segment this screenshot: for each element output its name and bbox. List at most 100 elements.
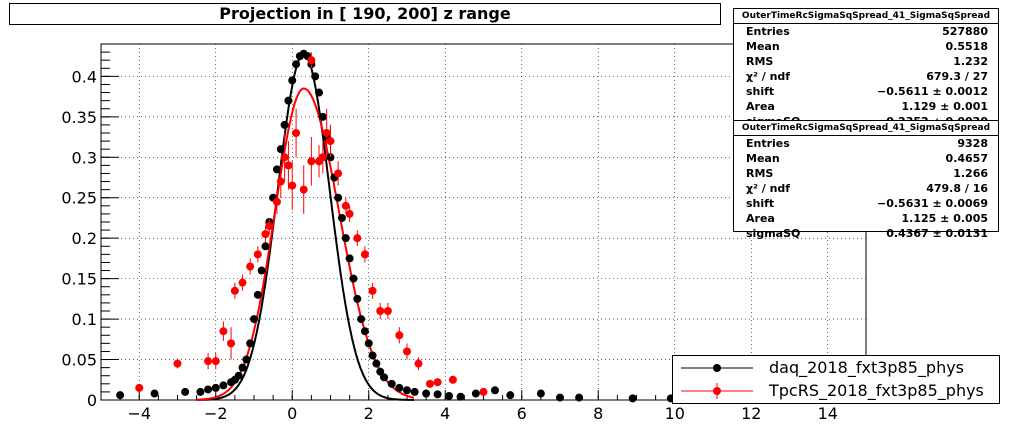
x-tick-label: −4: [127, 404, 151, 423]
stats-title: OuterTimeRcSigmaSqSpread_41_SigmaSqSprea…: [734, 9, 998, 24]
data-point: [341, 201, 350, 210]
data-point: [414, 359, 423, 368]
data-point: [272, 165, 281, 174]
x-tick-label: 0: [287, 404, 297, 423]
data-point: [253, 250, 262, 259]
data-point: [395, 383, 404, 392]
data-point: [345, 254, 354, 263]
data-point: [173, 359, 182, 368]
data-point: [135, 383, 144, 392]
data-point: [349, 274, 358, 283]
stats-row-shift: shift −0.5631 ± 0.0069: [746, 197, 988, 210]
data-point: [196, 387, 205, 396]
x-tick-label: 14: [818, 404, 838, 423]
data-point: [433, 390, 442, 399]
data-point: [353, 294, 362, 303]
x-tick-label: 10: [665, 404, 685, 423]
data-point: [383, 307, 392, 315]
data-point: [238, 278, 247, 287]
data-point: [230, 286, 239, 295]
data-point: [261, 242, 270, 251]
data-point: [376, 367, 385, 376]
data-point: [246, 262, 255, 271]
data-point: [341, 234, 350, 243]
x-tick-label: 4: [440, 404, 450, 423]
data-point: [433, 378, 442, 387]
data-point: [250, 315, 258, 324]
data-point: [204, 357, 213, 366]
data-point: [337, 213, 346, 222]
stats-box-tpcrs: OuterTimeRcSigmaSqSpread_41_SigmaSqSprea…: [733, 120, 999, 240]
data-point: [307, 56, 316, 65]
data-point: [575, 393, 584, 402]
data-point: [284, 161, 293, 170]
y-tick-label: 0.4: [72, 67, 97, 86]
data-point: [280, 120, 289, 129]
y-tick-label: 0.15: [61, 270, 97, 289]
data-point: [471, 389, 480, 398]
legend-label-daq: daq_2018_fxt3p85_phys: [769, 358, 965, 377]
stats-row-mean: Mean 0.5518: [746, 40, 988, 53]
legend-marker-daq: [681, 364, 753, 372]
stats-row-rms: RMS 1.266: [746, 167, 988, 180]
x-tick-label: 12: [741, 404, 761, 423]
y-tick-label: 0.3: [72, 148, 97, 167]
x-tick-label: 2: [364, 404, 374, 423]
data-point: [395, 331, 404, 340]
data-point: [211, 357, 220, 366]
y-tick-label: 0.1: [72, 310, 97, 329]
data-point: [280, 153, 289, 162]
data-point: [242, 355, 251, 364]
data-point: [315, 88, 324, 97]
stats-row-entries: Entries 527880: [746, 25, 988, 38]
stats-title: OuterTimeRcSigmaSqSpread_41_SigmaSqSprea…: [734, 121, 998, 136]
data-point: [181, 387, 190, 396]
data-point: [334, 193, 343, 202]
data-point: [628, 394, 637, 403]
data-point: [318, 112, 327, 121]
data-point: [284, 96, 293, 105]
legend-marker-tpcrs: [681, 383, 753, 399]
data-point: [227, 339, 236, 348]
data-point: [403, 386, 411, 395]
data-point: [307, 157, 316, 166]
data-point: [345, 209, 354, 218]
y-tick-label: 0.25: [61, 189, 97, 208]
data-point: [372, 359, 381, 368]
data-point: [422, 389, 431, 398]
data-point: [204, 385, 213, 394]
data-point: [276, 177, 285, 186]
y-tick-label: 0.05: [61, 351, 97, 370]
y-tick-label: 0: [87, 391, 97, 410]
stats-row-mean: Mean 0.4657: [746, 152, 988, 165]
data-point: [257, 266, 266, 275]
stats-row-area: Area 1.129 ± 0.001: [746, 100, 988, 113]
data-point: [246, 339, 255, 348]
data-point: [360, 250, 369, 259]
data-point: [456, 392, 465, 401]
data-point: [116, 391, 125, 400]
data-point: [322, 129, 331, 137]
data-point: [506, 391, 515, 400]
data-point: [556, 393, 564, 402]
data-point: [387, 379, 396, 388]
data-point: [410, 387, 419, 396]
y-tick-label: 0.35: [61, 108, 97, 127]
data-point: [292, 129, 301, 137]
data-point: [318, 153, 327, 162]
data-point: [234, 371, 243, 380]
stats-row-chi2: χ² / ndf 479.8 / 16: [746, 182, 988, 195]
data-point: [334, 169, 343, 178]
data-point: [448, 375, 457, 384]
data-point: [265, 222, 274, 231]
data-point: [150, 389, 159, 398]
data-point: [238, 363, 247, 372]
data-point: [368, 286, 377, 295]
chart-title: Projection in [ 190, 200] z range: [9, 3, 721, 25]
data-point: [380, 373, 389, 382]
data-point: [536, 389, 545, 398]
x-tick-label: −2: [204, 404, 228, 423]
data-point: [211, 383, 220, 392]
data-point: [357, 315, 366, 324]
data-point: [261, 230, 270, 239]
